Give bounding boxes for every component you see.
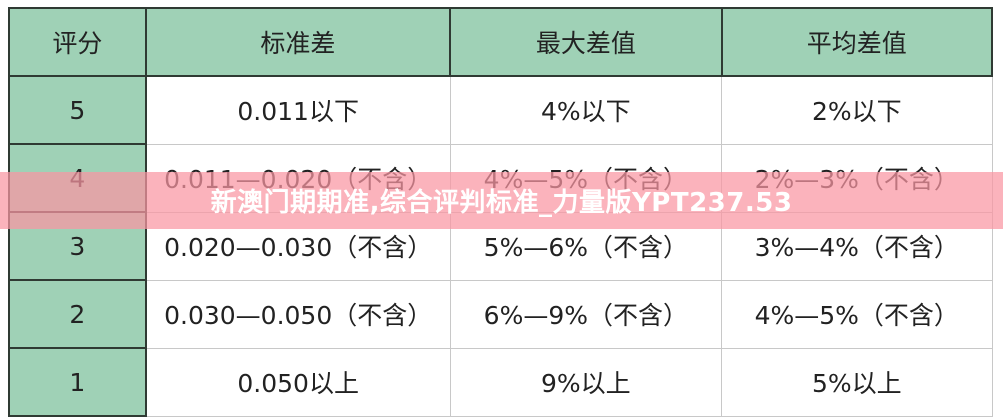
std-dev-cell: 0.011以下	[145, 75, 451, 145]
banner-title: 新澳门期期准,综合评判标准_力量版YPT237.53	[210, 188, 793, 218]
title-banner: 新澳门期期准,综合评判标准_力量版YPT237.53	[0, 172, 1003, 229]
score-cell: 1	[8, 347, 147, 417]
avg-diff-cell: 5%以上	[721, 347, 993, 417]
std-dev-cell: 0.050以上	[145, 347, 451, 417]
header-max-diff: 最大差值	[449, 7, 723, 77]
max-diff-cell: 9%以上	[449, 347, 723, 417]
std-dev-cell: 0.030—0.050（不含）	[145, 279, 451, 349]
table-row: 1 0.050以上 9%以上 5%以上	[8, 347, 993, 417]
header-row: 评分 标准差 最大差值 平均差值	[8, 7, 994, 77]
max-diff-cell: 6%—9%（不含）	[449, 279, 723, 349]
table-row: 5 0.011以下 4%以下 2%以下	[8, 75, 993, 145]
score-cell: 2	[8, 279, 147, 349]
header-std-dev: 标准差	[144, 7, 452, 77]
header-score: 评分	[8, 7, 147, 77]
table-row: 2 0.030—0.050（不含） 6%—9%（不含） 4%—5%（不含）	[8, 279, 993, 349]
avg-diff-cell: 4%—5%（不含）	[721, 279, 993, 349]
score-cell: 5	[8, 75, 147, 145]
max-diff-cell: 4%以下	[449, 75, 723, 145]
header-avg-diff: 平均差值	[720, 7, 994, 77]
avg-diff-cell: 2%以下	[721, 75, 993, 145]
